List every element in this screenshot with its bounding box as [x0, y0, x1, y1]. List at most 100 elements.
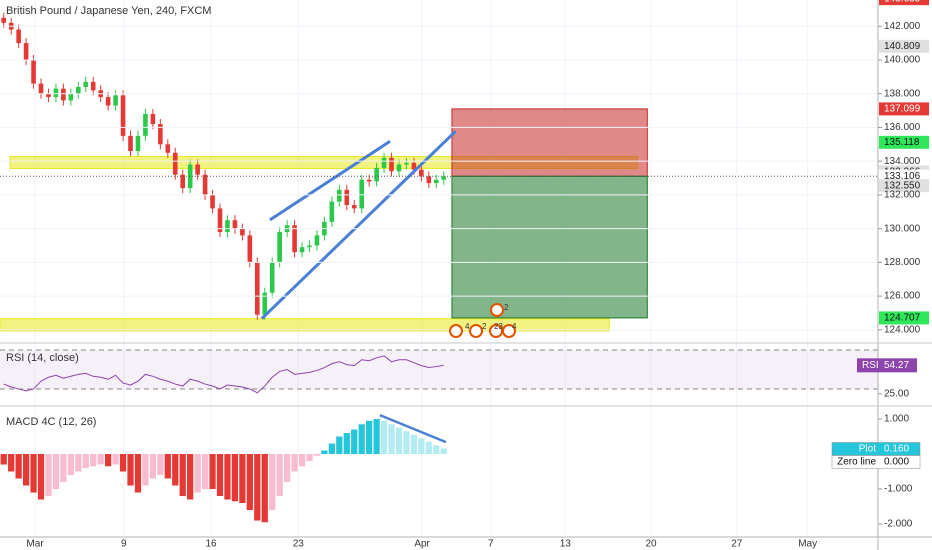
macd-bar — [298, 454, 306, 467]
macd-title: MACD 4C (12, 26) — [6, 416, 96, 428]
macd-bar — [134, 454, 142, 493]
macd-bar — [179, 454, 186, 497]
candle-body — [389, 157, 394, 172]
candle-body — [351, 205, 357, 209]
x-tick-label: 13 — [560, 539, 572, 550]
macd-bar — [15, 454, 22, 479]
x-tick-label: 9 — [121, 539, 127, 550]
macd-bar — [425, 441, 432, 455]
macd-bar — [142, 454, 149, 486]
macd-bar — [366, 420, 373, 455]
candle-body — [83, 81, 89, 87]
y-tick-label: 130.000 — [884, 223, 921, 234]
candle-body — [68, 93, 74, 101]
macd-bar — [373, 419, 380, 455]
macd-bar — [67, 454, 74, 476]
trend-line — [260, 130, 457, 320]
candle-body — [329, 201, 335, 222]
macd-bar — [201, 454, 209, 490]
macd-bar — [8, 454, 15, 472]
macd-bar — [209, 454, 216, 490]
candle-body — [210, 194, 215, 209]
macd-bar — [239, 454, 246, 504]
macd-bar — [37, 454, 45, 500]
macd-bar — [433, 445, 440, 455]
macd-bar — [60, 454, 67, 483]
y-tick-label: 124.000 — [884, 324, 921, 335]
price-label-bg — [879, 39, 929, 53]
y-tick-label: 128.000 — [884, 257, 921, 268]
zone — [0, 318, 610, 332]
price-label-bg — [879, 102, 929, 116]
marker — [490, 303, 504, 317]
marker-label: 4 — [512, 322, 517, 331]
x-tick-label: 7 — [488, 539, 494, 550]
candle-body — [31, 59, 36, 84]
candle-body — [150, 113, 156, 125]
macd-bar — [403, 431, 410, 455]
zone — [451, 175, 648, 319]
macd-bar — [30, 454, 37, 493]
candle-body — [240, 228, 245, 236]
zone — [451, 108, 648, 177]
x-tick-label: May — [798, 539, 817, 550]
candle-body — [46, 93, 51, 98]
candle-body — [61, 88, 66, 101]
macd-bar — [276, 454, 283, 497]
marker-label: 4 — [465, 322, 470, 331]
candle-body — [187, 164, 193, 189]
price-label: 140.809 — [884, 41, 921, 52]
price-label: 135.118 — [884, 137, 920, 148]
candle-body — [262, 292, 268, 315]
candle-body — [1, 17, 7, 23]
marker-label: 2 — [482, 322, 487, 331]
marker — [449, 324, 463, 338]
price-label: 137.099 — [884, 104, 921, 115]
macd-bar — [306, 454, 313, 462]
x-tick-label: Mar — [26, 539, 44, 550]
price-label-bg — [879, 135, 929, 149]
candle-body — [195, 164, 200, 175]
macd-bar — [194, 454, 201, 493]
x-tick-label: Apr — [414, 539, 430, 550]
macd-bar — [328, 443, 335, 455]
x-tick-label: 23 — [293, 539, 305, 550]
rsi-band — [0, 350, 878, 389]
macd-bar — [261, 454, 268, 523]
legend-name: Zero line — [837, 457, 876, 468]
rsi-legend-bg — [857, 358, 917, 373]
macd-bar — [45, 454, 52, 497]
candle-body — [419, 169, 424, 177]
candle-body — [337, 189, 342, 202]
macd-bar — [395, 427, 403, 455]
macd-bar — [119, 454, 127, 472]
candle-body — [217, 208, 223, 233]
macd-bar — [231, 454, 239, 502]
trend-line — [269, 140, 391, 222]
macd-bar — [22, 454, 30, 486]
macd-bar — [75, 454, 82, 472]
macd-bar — [410, 434, 418, 455]
marker — [502, 324, 516, 338]
rsi-legend-name: RSI — [862, 360, 879, 371]
x-tick-label: 20 — [645, 539, 657, 550]
candle-body — [433, 179, 439, 184]
macd-bar — [172, 454, 179, 486]
candle-body — [254, 262, 260, 315]
candle-body — [292, 225, 297, 253]
macd-bar — [246, 454, 253, 511]
y-tick-label: 142.000 — [884, 21, 921, 32]
candle-body — [120, 95, 126, 136]
macd-bar — [52, 454, 60, 490]
x-tick-label: 16 — [205, 539, 217, 550]
candle-body — [359, 179, 364, 209]
macd-bar — [254, 454, 261, 521]
candle-body — [411, 162, 417, 170]
macd-bar — [187, 454, 194, 500]
macd-bar — [343, 433, 350, 455]
candle-body — [269, 262, 275, 293]
candle-body — [105, 97, 111, 106]
price-label: 143.635 — [884, 0, 921, 4]
legend-bg — [831, 455, 921, 469]
macd-bar — [321, 450, 328, 455]
